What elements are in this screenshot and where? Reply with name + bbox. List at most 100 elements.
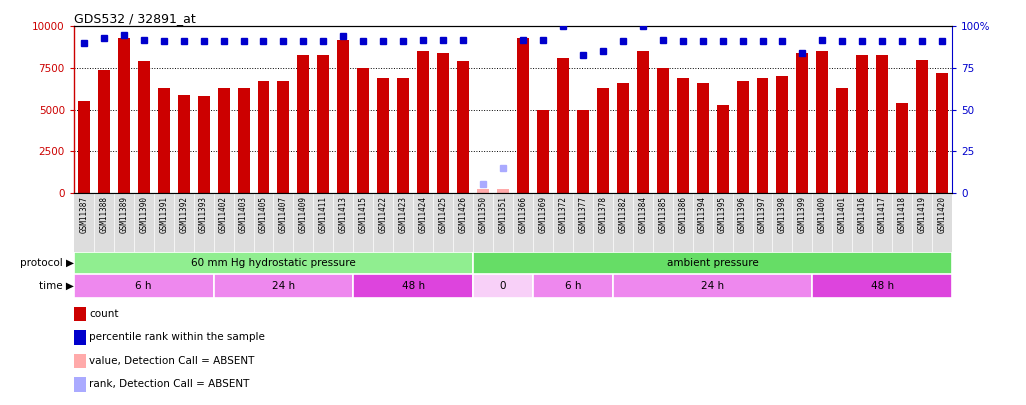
Bar [437,53,449,193]
Bar [298,55,310,193]
Bar [697,83,709,193]
Bar [317,55,329,193]
Bar [813,274,952,298]
Text: GSM11387: GSM11387 [79,196,88,232]
Text: GSM11413: GSM11413 [339,196,348,232]
Bar [613,274,813,298]
Text: GSM11388: GSM11388 [100,196,109,232]
Bar [756,78,768,193]
Text: GSM11350: GSM11350 [478,196,487,232]
Text: GSM11409: GSM11409 [299,196,308,232]
Bar [238,88,249,193]
Bar [397,78,409,193]
Bar [617,83,629,193]
Text: GSM11423: GSM11423 [399,196,407,232]
Text: 48 h: 48 h [871,281,894,291]
Text: 24 h: 24 h [272,281,295,291]
Text: GSM11386: GSM11386 [678,196,687,232]
Bar [737,81,749,193]
Text: GSM11411: GSM11411 [319,196,328,232]
Bar [258,81,270,193]
Text: GSM11405: GSM11405 [259,196,268,232]
Bar [677,78,688,193]
Text: time ▶: time ▶ [39,281,74,291]
Text: 60 mm Hg hydrostatic pressure: 60 mm Hg hydrostatic pressure [191,258,356,268]
Text: GSM11399: GSM11399 [798,196,806,232]
Bar [213,274,353,298]
Bar [74,274,213,298]
Bar [497,190,509,193]
Bar [473,274,532,298]
Text: GDS532 / 32891_at: GDS532 / 32891_at [74,12,196,25]
Text: count: count [89,309,119,319]
Text: GSM11390: GSM11390 [140,196,148,232]
Bar [876,55,889,193]
Text: GSM11424: GSM11424 [419,196,428,232]
Bar [177,94,190,193]
Bar [897,103,908,193]
Text: GSM11351: GSM11351 [499,196,508,232]
Bar [97,70,110,193]
Text: GSM11422: GSM11422 [379,196,388,232]
Text: value, Detection Call = ABSENT: value, Detection Call = ABSENT [89,356,254,366]
Text: ambient pressure: ambient pressure [667,258,758,268]
Bar [936,73,948,193]
Bar [557,58,568,193]
Bar [338,40,349,193]
Bar [353,274,473,298]
Text: GSM11403: GSM11403 [239,196,248,232]
Text: GSM11397: GSM11397 [758,196,767,232]
Bar [637,51,648,193]
Text: GSM11415: GSM11415 [359,196,367,232]
Bar [198,96,209,193]
Bar [577,109,589,193]
Bar [458,61,469,193]
Bar [517,38,529,193]
Text: 48 h: 48 h [401,281,425,291]
Text: 0: 0 [500,281,506,291]
Bar [817,51,828,193]
Bar [777,76,788,193]
Text: GSM11420: GSM11420 [938,196,947,232]
Bar [137,61,150,193]
Text: GSM11384: GSM11384 [638,196,647,232]
Bar [118,38,129,193]
Text: GSM11398: GSM11398 [778,196,787,232]
Bar [74,252,473,274]
Bar [857,55,868,193]
Bar [218,88,230,193]
Text: GSM11396: GSM11396 [738,196,747,232]
Bar [277,81,289,193]
Text: GSM11400: GSM11400 [818,196,827,232]
Text: GSM11378: GSM11378 [598,196,607,232]
Bar [657,68,669,193]
Bar [418,51,429,193]
Text: GSM11419: GSM11419 [917,196,926,232]
Bar [158,88,169,193]
Text: 24 h: 24 h [701,281,724,291]
Text: GSM11385: GSM11385 [659,196,667,232]
Text: GSM11426: GSM11426 [459,196,468,232]
Text: GSM11393: GSM11393 [199,196,208,232]
Text: GSM11382: GSM11382 [619,196,627,232]
Text: GSM11389: GSM11389 [119,196,128,232]
Text: GSM11372: GSM11372 [558,196,567,232]
Text: GSM11366: GSM11366 [518,196,527,232]
Text: GSM11391: GSM11391 [159,196,168,232]
Text: GSM11425: GSM11425 [439,196,447,232]
Text: GSM11394: GSM11394 [698,196,707,232]
Text: GSM11407: GSM11407 [279,196,288,232]
Text: GSM11377: GSM11377 [579,196,587,232]
Text: GSM11392: GSM11392 [180,196,188,232]
Bar [537,109,549,193]
Bar [716,104,728,193]
Bar [836,88,849,193]
Text: GSM11401: GSM11401 [838,196,846,232]
Text: GSM11402: GSM11402 [220,196,228,232]
Text: rank, Detection Call = ABSENT: rank, Detection Call = ABSENT [89,379,249,389]
Bar [532,274,613,298]
Bar [597,88,608,193]
Bar [916,60,929,193]
Bar [796,53,808,193]
Text: protocol ▶: protocol ▶ [19,258,74,268]
